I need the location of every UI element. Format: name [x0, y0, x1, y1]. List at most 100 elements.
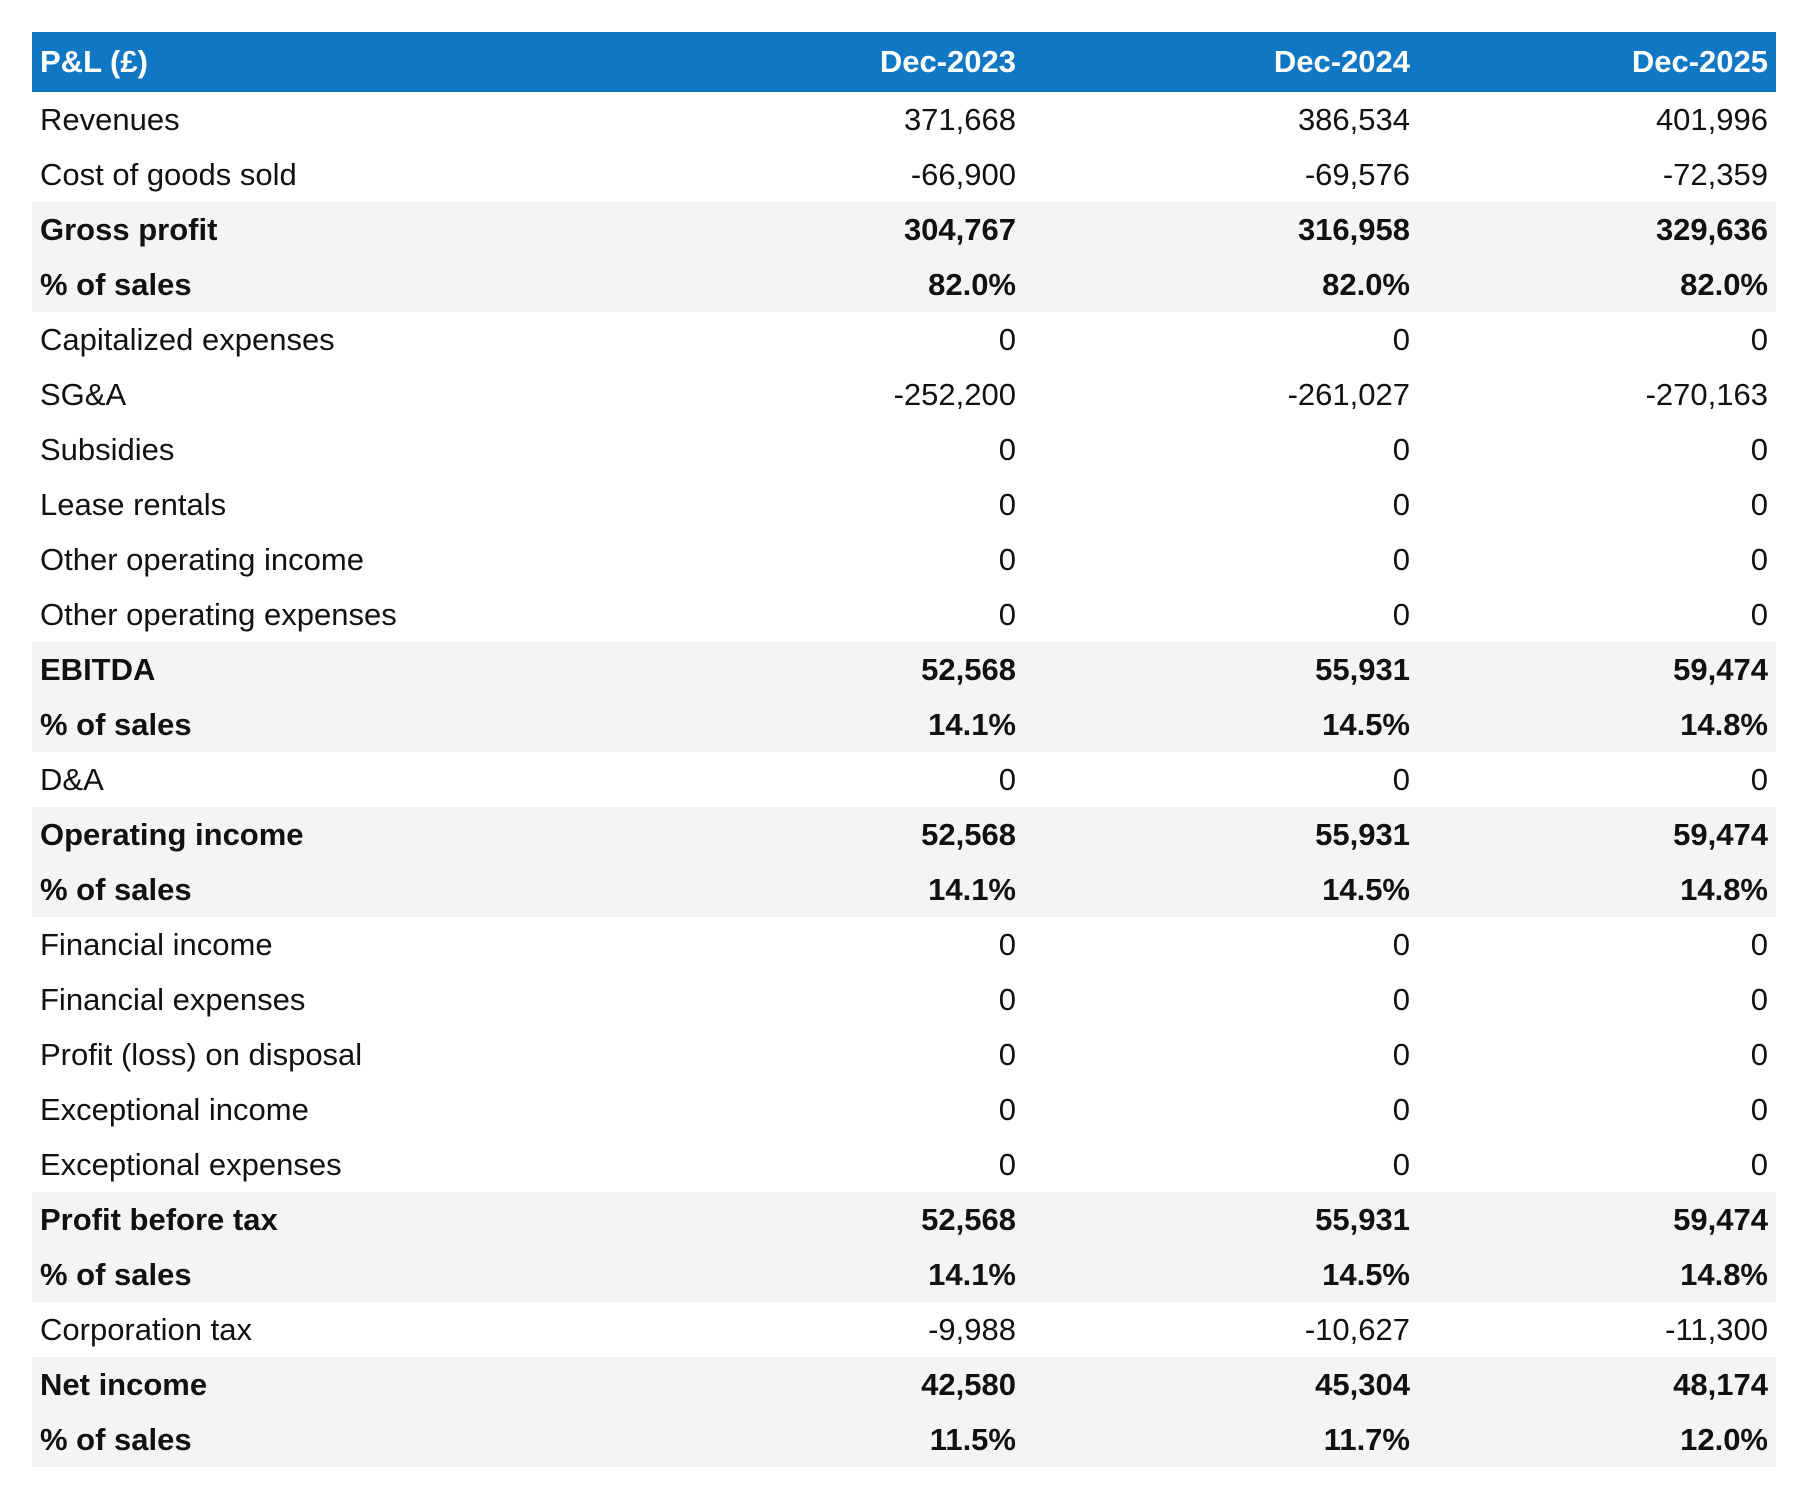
row-label: Profit (loss) on disposal: [40, 1036, 363, 1072]
row-value: -10,627: [1304, 1311, 1410, 1347]
row-label: Financial income: [40, 926, 273, 962]
row-value: 304,767: [903, 211, 1016, 247]
row-value: 0: [1392, 1036, 1410, 1072]
row-value: 0: [998, 541, 1016, 577]
row-value: 0: [1750, 486, 1768, 522]
row-value: 59,474: [1673, 1201, 1768, 1237]
row-value: 52,568: [921, 651, 1016, 687]
table-row: % of sales 11.5% 11.7% 12.0%: [32, 1412, 1776, 1467]
row-value: 0: [1750, 431, 1768, 467]
table-row: % of sales 14.1% 14.5% 14.8%: [32, 1247, 1776, 1302]
row-label: Corporation tax: [40, 1311, 252, 1347]
table-row: SG&A -252,200 -261,027 -270,163: [32, 367, 1776, 422]
row-value: 48,174: [1673, 1366, 1768, 1402]
row-value: 0: [1750, 321, 1768, 357]
row-value: 0: [1750, 1036, 1768, 1072]
row-label: Subsidies: [40, 431, 175, 467]
row-label: Profit before tax: [40, 1201, 278, 1237]
row-label: % of sales: [40, 1256, 192, 1292]
row-label: EBITDA: [40, 651, 156, 687]
row-value: 14.1%: [928, 871, 1016, 907]
table-row: Cost of goods sold -66,900 -69,576 -72,359: [32, 147, 1776, 202]
row-value: 0: [1392, 1091, 1410, 1127]
table-row: Subsidies 0 0 0: [32, 422, 1776, 477]
row-value: 11.5%: [929, 1421, 1016, 1457]
row-label: Other operating expenses: [40, 596, 397, 632]
row-value: 14.5%: [1322, 1256, 1410, 1292]
row-value: 0: [998, 1146, 1016, 1182]
row-value: 0: [1392, 541, 1410, 577]
table-row: Exceptional income 0 0 0: [32, 1082, 1776, 1137]
row-value: 0: [1750, 761, 1768, 797]
table-body: Revenues 371,668 386,534 401,996 Cost of goo…: [32, 92, 1776, 1467]
row-value: 14.8%: [1680, 871, 1768, 907]
table-row: Gross profit 304,767 316,958 329,636: [32, 202, 1776, 257]
row-value: 0: [1392, 486, 1410, 522]
table-row: Financial expenses 0 0 0: [32, 972, 1776, 1027]
table-row: Operating income 52,568 55,931 59,474: [32, 807, 1776, 862]
table-row: Corporation tax -9,988 -10,627 -11,300: [32, 1302, 1776, 1357]
table-row: % of sales 14.1% 14.5% 14.8%: [32, 697, 1776, 752]
row-value: 0: [998, 1036, 1016, 1072]
row-label: % of sales: [40, 1421, 192, 1457]
row-value: 0: [998, 486, 1016, 522]
table-row: Lease rentals 0 0 0: [32, 477, 1776, 532]
table-header: P&L (£) Dec-2023 Dec-2024 Dec-2025: [32, 32, 1776, 92]
table-row: Other operating expenses 0 0 0: [32, 587, 1776, 642]
row-value: 316,958: [1297, 211, 1410, 247]
table-row: Financial income 0 0 0: [32, 917, 1776, 972]
row-value: 14.5%: [1322, 706, 1410, 742]
row-value: 55,931: [1315, 1201, 1410, 1237]
row-label: Capitalized expenses: [40, 321, 335, 357]
row-value: -69,576: [1304, 156, 1410, 192]
header-period: Dec-2025: [1631, 44, 1768, 79]
header-period: Dec-2023: [879, 44, 1016, 79]
row-value: 0: [998, 926, 1016, 962]
row-value: 0: [1750, 1091, 1768, 1127]
row-value: 14.1%: [928, 1256, 1016, 1292]
row-value: 0: [998, 431, 1016, 467]
row-value: 371,668: [903, 101, 1016, 137]
row-value: 12.0%: [1680, 1421, 1768, 1457]
header-label: P&L (£): [40, 44, 148, 79]
row-value: 0: [1750, 596, 1768, 632]
row-value: 401,996: [1655, 101, 1768, 137]
row-value: 82.0%: [1322, 266, 1410, 302]
row-value: 14.8%: [1680, 706, 1768, 742]
header-period: Dec-2024: [1273, 44, 1410, 79]
row-value: 0: [1392, 1146, 1410, 1182]
row-value: -11,300: [1665, 1311, 1768, 1347]
row-value: 14.1%: [928, 706, 1016, 742]
row-value: 52,568: [921, 1201, 1016, 1237]
row-label: SG&A: [40, 376, 127, 412]
row-label: % of sales: [40, 706, 192, 742]
table-row: Revenues 371,668 386,534 401,996: [32, 92, 1776, 147]
row-value: 52,568: [921, 816, 1016, 852]
row-value: 0: [1392, 761, 1410, 797]
row-label: % of sales: [40, 871, 192, 907]
row-value: 386,534: [1297, 101, 1410, 137]
row-value: 45,304: [1315, 1366, 1410, 1402]
row-value: 0: [1392, 321, 1410, 357]
row-value: -66,900: [910, 156, 1016, 192]
header-row: P&L (£) Dec-2023 Dec-2024 Dec-2025: [32, 32, 1776, 92]
row-label: Financial expenses: [40, 981, 306, 1017]
row-value: 82.0%: [1680, 266, 1768, 302]
row-value: -72,359: [1662, 156, 1768, 192]
row-value: 0: [1392, 596, 1410, 632]
row-value: 59,474: [1673, 816, 1768, 852]
row-value: 0: [998, 761, 1016, 797]
table-row: EBITDA 52,568 55,931 59,474: [32, 642, 1776, 697]
table-row: Exceptional expenses 0 0 0: [32, 1137, 1776, 1192]
row-label: Revenues: [40, 101, 180, 137]
row-value: 0: [998, 1091, 1016, 1127]
pl-table: P&L (£) Dec-2023 Dec-2024 Dec-2025 Reven…: [32, 32, 1776, 1467]
row-label: D&A: [40, 761, 104, 797]
table-row: % of sales 82.0% 82.0% 82.0%: [32, 257, 1776, 312]
table-row: D&A 0 0 0: [32, 752, 1776, 807]
row-value: 11.7%: [1323, 1421, 1410, 1457]
row-value: 0: [1750, 981, 1768, 1017]
row-value: 42,580: [921, 1366, 1016, 1402]
row-label: Exceptional expenses: [40, 1146, 342, 1182]
row-label: Cost of goods sold: [40, 156, 297, 192]
